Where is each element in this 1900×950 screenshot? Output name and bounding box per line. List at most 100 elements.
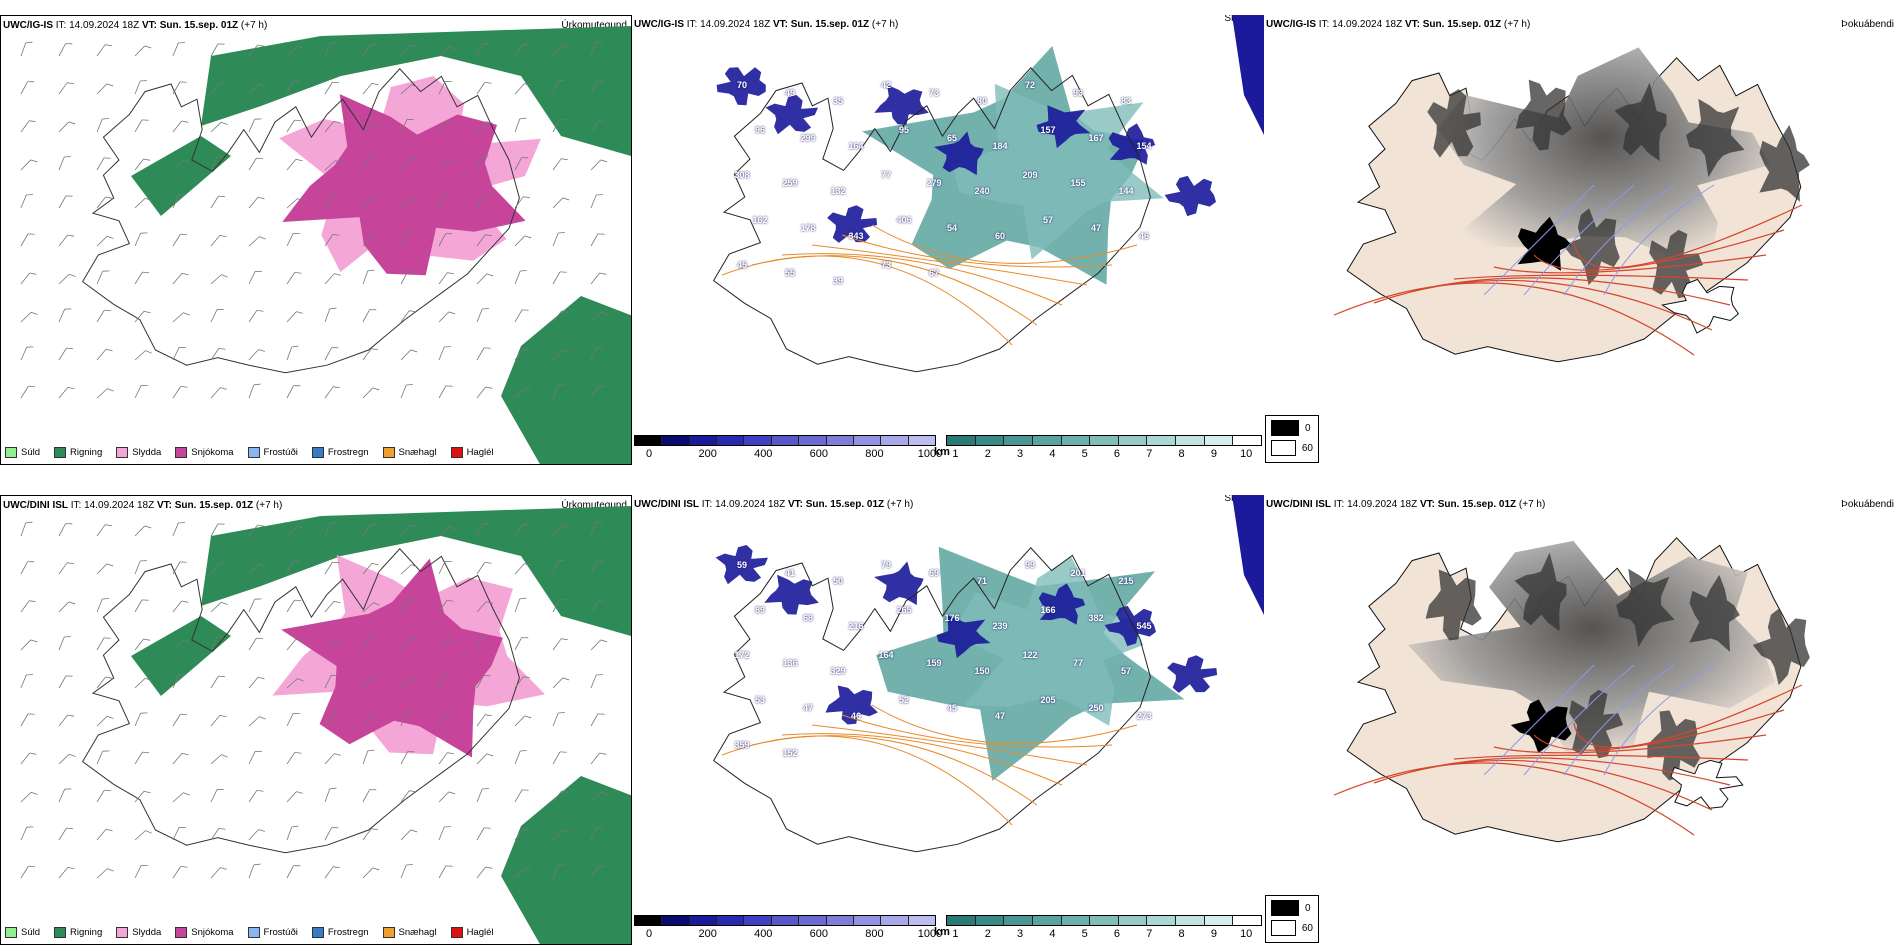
ceiling-value-label: 95 xyxy=(898,125,910,135)
wind-barb xyxy=(172,194,186,209)
road-line xyxy=(1453,274,1749,281)
wind-barb xyxy=(96,563,114,575)
vt-label: VT: xyxy=(787,499,803,510)
wind-barb xyxy=(552,790,569,803)
wind-barb xyxy=(58,636,71,651)
wind-barb xyxy=(590,521,603,537)
wind-barb xyxy=(134,45,152,57)
rain-area xyxy=(501,296,631,464)
colorbar-segment xyxy=(1147,916,1177,925)
fog-legend: 0 60 xyxy=(1265,895,1319,943)
ceiling-value-label: 49 xyxy=(784,88,796,98)
wind-barb xyxy=(324,713,340,727)
precip-legend-item: Snæhagl xyxy=(382,447,437,458)
wind-barb xyxy=(514,196,530,209)
wind-barb xyxy=(362,122,380,133)
wind-barb xyxy=(134,751,150,765)
ceiling-value-label: 164 xyxy=(848,141,864,151)
ceiling-value-label: 215 xyxy=(1118,576,1134,586)
wind-barb xyxy=(400,677,417,689)
legend-label: Snæhagl xyxy=(398,927,437,938)
ceiling-value-label: 46 xyxy=(1138,231,1150,241)
visibility-colorbar-ticks: 1 2 3 4 5 6 7 8 9 10 xyxy=(946,928,1262,942)
wind-barb xyxy=(324,753,341,765)
wind-barb xyxy=(514,83,531,95)
colorbar-tick-label: 4 xyxy=(1049,448,1056,460)
legend-swatch xyxy=(1271,920,1296,936)
wind-barb xyxy=(476,635,489,651)
reduced-visibility-area xyxy=(960,556,1144,726)
wind-barb xyxy=(590,752,607,765)
wind-barb xyxy=(20,194,33,209)
wind-barb xyxy=(362,387,380,399)
road-line xyxy=(1493,734,1767,754)
wind-barb xyxy=(96,235,114,247)
precip-legend-item: Frostúði xyxy=(247,927,298,938)
visibility-panel: UWC/IG-IS IT: 14.09.2024 18Z VT: Sun. 15… xyxy=(632,15,1264,465)
wind-barb xyxy=(400,829,418,841)
ceiling-value-label: 178 xyxy=(800,223,816,233)
wind-barb xyxy=(400,310,416,323)
legend-label: Súld xyxy=(21,927,41,938)
fog-index-area xyxy=(1510,699,1572,754)
wind-barb xyxy=(286,45,304,57)
legend-label: Rigning xyxy=(70,927,103,938)
colorbar-segment xyxy=(662,436,690,445)
ceiling-value-label: 239 xyxy=(992,621,1008,631)
wind-barb xyxy=(20,346,34,361)
rain-area xyxy=(201,26,631,156)
legend-swatch xyxy=(1271,900,1299,916)
wind-barb xyxy=(20,600,36,613)
low-ceiling-area xyxy=(1232,15,1264,135)
precip-title: Úrkomutegund xyxy=(561,500,627,511)
wind-barb xyxy=(248,637,264,651)
it-label: IT: xyxy=(1318,19,1330,30)
wind-barb xyxy=(96,196,113,209)
colorbar-tick-label: 5 xyxy=(1081,928,1088,940)
wind-barb xyxy=(286,345,299,361)
fog-header: UWC/IG-IS IT: 14.09.2024 18Z VT: Sun. 15… xyxy=(1266,19,1530,30)
precip-header: UWC/IG-IS IT: 14.09.2024 18Z VT: Sun. 15… xyxy=(3,20,267,31)
colorbar-tick-label: 1000 xyxy=(917,928,943,940)
wind-barb xyxy=(362,828,378,841)
wind-barb xyxy=(58,347,74,361)
wind-barb xyxy=(20,521,33,537)
fog-index-area xyxy=(1616,568,1675,648)
wind-barb xyxy=(400,637,416,651)
ceiling-value-label: 47 xyxy=(994,711,1006,721)
wind-barb xyxy=(134,712,148,727)
wind-barb xyxy=(514,117,527,133)
ceiling-value-label: 77 xyxy=(1072,658,1084,668)
model-name: UWC/DINI ISL xyxy=(1266,499,1331,510)
ceiling-value-label: 60 xyxy=(994,231,1006,241)
wind-barb xyxy=(134,525,152,537)
precip-legend: Súld Rigning Slydda Snjókoma Frostúði Frostre… xyxy=(5,447,494,458)
precip-legend-item: Frostregn xyxy=(311,927,369,938)
colorbar-tick-label: 5 xyxy=(1081,448,1088,460)
wind-barb xyxy=(324,674,338,689)
colorbar-segment xyxy=(635,436,663,445)
colorbar-tick-label: 800 xyxy=(865,448,884,460)
wind-barb xyxy=(362,195,378,209)
colorbar-tick-label: 0 xyxy=(646,928,653,940)
precip-legend-item: Rigning xyxy=(54,927,102,938)
low-ceiling-area xyxy=(1104,605,1156,647)
wind-barb xyxy=(286,712,300,727)
wind-barb xyxy=(590,385,606,399)
wind-barb xyxy=(286,560,300,575)
colorbar-tick-label: 2 xyxy=(984,448,991,460)
road-line xyxy=(1413,757,1731,786)
wind-barb xyxy=(362,715,379,727)
ceiling-value-label: 46 xyxy=(850,711,862,721)
map-row-2: UWC/DINI ISL IT: 14.09.2024 18Z VT: Sun.… xyxy=(0,495,1900,945)
wind-barb xyxy=(400,271,415,285)
colorbar-segment xyxy=(662,916,690,925)
valid-time: Sun. 15.sep. 01Z xyxy=(805,499,885,510)
wind-barb xyxy=(134,830,152,841)
ceiling-value-label: 240 xyxy=(974,186,990,196)
wind-barb xyxy=(362,749,375,765)
wind-barb xyxy=(552,525,569,537)
low-ceiling-area xyxy=(934,131,984,176)
wind-barb xyxy=(590,233,605,247)
wind-barb xyxy=(552,638,568,651)
